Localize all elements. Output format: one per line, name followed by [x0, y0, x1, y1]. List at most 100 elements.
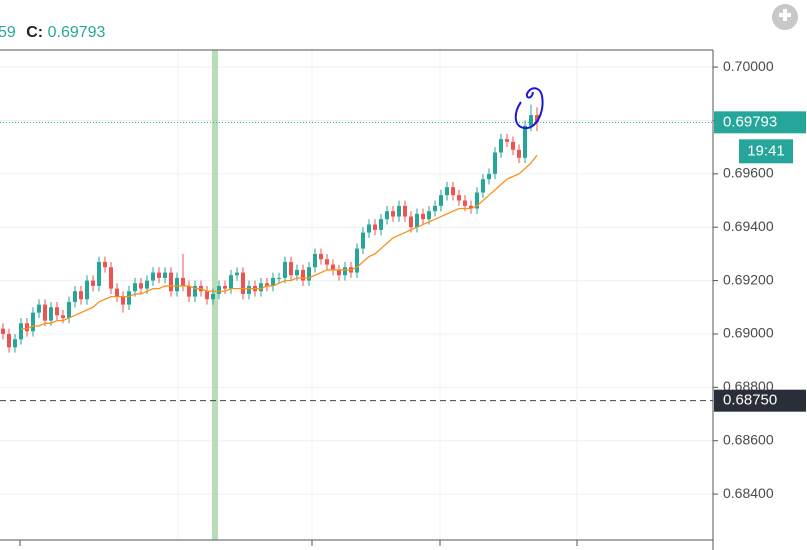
candle-body: [445, 187, 449, 196]
candle-body: [175, 277, 179, 292]
candle-body: [343, 267, 347, 276]
candle-body: [43, 304, 47, 321]
candle-body: [325, 259, 329, 265]
candle-body: [391, 211, 395, 217]
y-tick-label: 0.68400: [723, 485, 774, 501]
candle-body: [289, 261, 293, 276]
candle-body: [121, 296, 125, 305]
candle-body: [301, 269, 305, 281]
candle-body: [397, 205, 401, 217]
price-overlays: 0.69793 19:41 0.68750: [0, 111, 806, 412]
header-fragment: 59: [0, 24, 16, 41]
y-tick-label: 0.69400: [723, 218, 774, 234]
last-price-label: 0.69793: [723, 113, 777, 130]
grid: [0, 50, 713, 540]
candle-body: [517, 149, 521, 158]
close-value: 0.69793: [48, 24, 106, 41]
candle-body: [385, 211, 389, 220]
candle-body: [259, 283, 263, 292]
candle-body: [331, 264, 335, 270]
candle-body: [217, 285, 221, 294]
candle-body: [187, 285, 191, 297]
candle-body: [355, 248, 359, 273]
candle-body: [61, 315, 65, 318]
candle-body: [271, 277, 275, 286]
candle-body: [127, 291, 131, 305]
candle-body: [145, 280, 149, 289]
candle-body: [211, 293, 215, 300]
countdown-badge: [739, 139, 793, 164]
candle-body: [37, 304, 41, 313]
candle-body: [499, 139, 503, 153]
candle-body: [451, 187, 455, 196]
candle-body: [265, 283, 269, 286]
settings-button[interactable]: [772, 4, 798, 30]
ohlc-header: 59 C: 0.69793: [0, 24, 106, 41]
candle-body: [337, 269, 341, 276]
candle-body: [361, 232, 365, 249]
moving-average: [21, 154, 538, 330]
alert-price-label: 0.68750: [723, 392, 777, 409]
candle-body: [115, 288, 119, 297]
candle-body: [247, 285, 251, 294]
candle-body: [433, 205, 437, 212]
candle-body: [493, 152, 497, 174]
candle-body: [79, 291, 83, 300]
alert-price-badge: [714, 389, 806, 412]
candle-body: [307, 267, 311, 281]
candle-body: [25, 323, 29, 332]
candle-body: [373, 224, 377, 230]
y-tick-label: 0.70000: [723, 58, 774, 74]
candle-body: [67, 301, 71, 318]
candle-body: [241, 272, 245, 294]
candle-body: [55, 307, 59, 316]
candle-body: [205, 291, 209, 300]
y-tick-label: 0.69600: [723, 165, 774, 181]
candle-body: [85, 280, 89, 300]
candle-body: [421, 213, 425, 220]
candle-body: [439, 195, 443, 206]
candle-body: [163, 272, 167, 278]
candle-body: [463, 200, 467, 206]
plot: [1, 104, 539, 353]
candle-body: [139, 283, 143, 289]
candle-body: [505, 139, 509, 142]
hand-drawn-circle: [514, 87, 544, 130]
candle-body: [379, 219, 383, 230]
candle-body: [403, 205, 407, 217]
candle-body: [487, 173, 491, 180]
candle-body: [19, 323, 23, 340]
candle-body: [313, 253, 317, 268]
candle-body: [415, 213, 419, 228]
candle-body: [481, 179, 485, 193]
candle-body: [169, 272, 173, 292]
candle-body: [475, 192, 479, 209]
candle-body: [49, 307, 53, 321]
candle-body: [181, 277, 185, 286]
candle-body: [103, 261, 107, 268]
y-tick-label: 0.68600: [723, 431, 774, 447]
candle-body: [457, 195, 461, 201]
time-axis-ticks: [19, 540, 578, 546]
candle-body: [7, 333, 11, 348]
candle-body: [283, 261, 287, 278]
candle-body: [277, 277, 281, 279]
y-tick-label: 0.69000: [723, 325, 774, 341]
candle-body: [523, 125, 527, 158]
candle-body: [511, 141, 515, 150]
candle-body: [193, 285, 197, 297]
last-price-badge: [714, 111, 806, 134]
candle-body: [367, 224, 371, 233]
candle-body: [409, 216, 413, 228]
candle-body: [319, 253, 323, 260]
candle-body: [133, 283, 137, 292]
candle-body: [427, 211, 431, 220]
candle-body: [235, 272, 239, 276]
candle-body: [13, 339, 17, 348]
candle-body: [157, 272, 161, 278]
candle-body: [535, 115, 539, 123]
candle-body: [109, 267, 113, 289]
candle-body: [529, 115, 533, 126]
close-label: C:: [26, 24, 43, 41]
